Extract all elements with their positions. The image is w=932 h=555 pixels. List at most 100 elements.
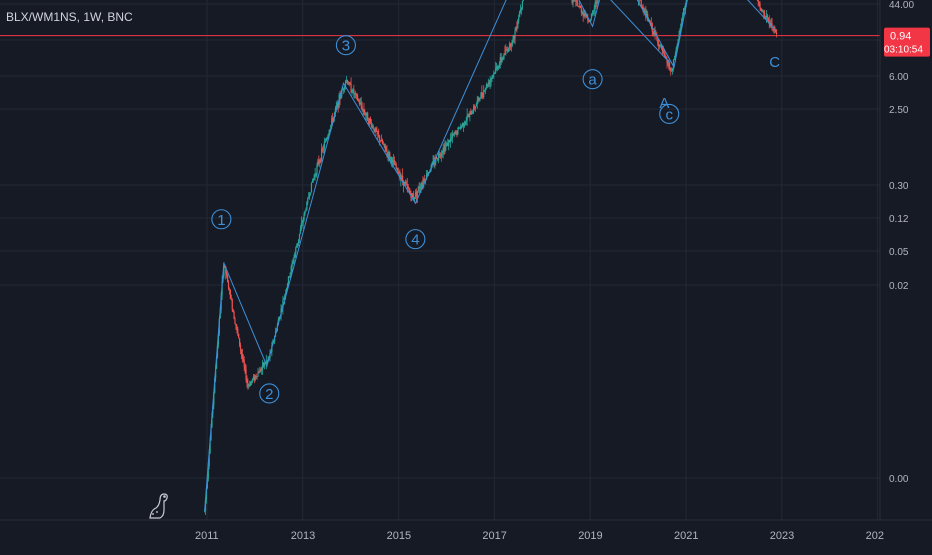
candle-body [370, 119, 371, 123]
candle-body [520, 9, 521, 11]
current-price-label: 0.94 [890, 31, 911, 43]
candle-body [591, 14, 592, 19]
candle-body [596, 3, 597, 4]
candle-body [444, 146, 445, 152]
candle-body [347, 80, 348, 84]
candle-body [592, 12, 593, 14]
candle-body [764, 13, 765, 16]
candle-body [468, 115, 469, 117]
candle-body [351, 92, 352, 93]
candle-body [441, 154, 442, 157]
candle-body [405, 182, 406, 184]
candle-body [288, 277, 289, 285]
candle-body [414, 197, 415, 199]
candle-body [251, 381, 252, 382]
candle-body [386, 151, 387, 152]
candle-body [498, 67, 499, 68]
wave-label-2: 2 [265, 386, 273, 403]
candle-body [523, 0, 524, 1]
candle-body [239, 338, 240, 345]
candle-body [511, 45, 512, 47]
candle-body [417, 191, 418, 196]
gridlines [0, 0, 880, 520]
candle-body [292, 263, 293, 267]
time-tick-label: 2021 [674, 530, 698, 542]
price-tick-label: 0.02 [889, 281, 909, 292]
candle-body [402, 176, 403, 181]
candle-body [465, 122, 466, 126]
candle-body [236, 326, 237, 329]
candle-body [477, 100, 478, 104]
candle-body [580, 6, 581, 8]
candle-body [312, 181, 313, 183]
candle-body [350, 83, 351, 84]
candle-body [396, 164, 397, 168]
dinosaur-spots [152, 512, 158, 514]
time-scale [0, 520, 880, 550]
candle-body [464, 125, 465, 126]
candle-body [669, 68, 670, 70]
candle-body [412, 193, 413, 197]
candle-body [512, 40, 513, 46]
candle-body [229, 289, 230, 290]
candle-body [407, 184, 408, 186]
candle-body [508, 48, 509, 51]
candle-body [684, 8, 685, 9]
candle-body [355, 93, 356, 94]
candle-body [682, 15, 683, 19]
candle-body [297, 243, 298, 246]
candle-body [672, 68, 673, 71]
candle-body [326, 140, 327, 141]
candle-body [315, 174, 316, 175]
candle-body [490, 79, 491, 80]
candle-body [314, 175, 315, 178]
candle-body [234, 319, 235, 324]
candle-body [296, 246, 297, 248]
candle-body [492, 75, 493, 77]
candle-body [597, 0, 598, 3]
price-tick-label: 0.12 [889, 214, 909, 225]
candle-body [306, 202, 307, 210]
candle-body [484, 91, 485, 92]
candle-body [245, 367, 246, 370]
candle-body [261, 368, 262, 371]
candle-body [309, 194, 310, 197]
candle-body [514, 31, 515, 39]
candle-body [295, 248, 296, 253]
candle-body [283, 299, 284, 300]
candle-body [519, 11, 520, 17]
time-tick-label: 2017 [482, 530, 506, 542]
candle-body [244, 360, 245, 366]
candle-body [657, 39, 658, 44]
chart-title: BLX/WM1NS, 1W, BNC [6, 10, 133, 24]
elliott-wave-line [540, 0, 669, 62]
candle-body [451, 138, 452, 139]
candle-body [237, 329, 238, 334]
candle-body [303, 220, 304, 224]
candle-body [298, 239, 299, 243]
candle-body [240, 345, 241, 350]
candle-body [760, 8, 761, 11]
candle-body [301, 224, 302, 230]
price-tick-label: 0.05 [889, 247, 909, 258]
candle-body [674, 59, 675, 60]
candle-body [491, 77, 492, 79]
candle-body [294, 253, 295, 257]
wave-label-3: 3 [342, 38, 350, 55]
candles [204, 0, 777, 515]
time-tick-label: 202 [866, 530, 884, 542]
candle-body [593, 11, 594, 13]
dinosaur-eye [164, 496, 165, 497]
candle-body [316, 166, 317, 174]
candle-body [232, 300, 233, 310]
candle-body [377, 131, 378, 134]
candle-body [252, 379, 253, 381]
price-tick-label: 0.00 [889, 474, 909, 485]
candle-body [305, 210, 306, 211]
candle-body [442, 153, 443, 154]
candle-body [313, 179, 314, 181]
candle-body [363, 109, 364, 112]
dinosaur-icon [150, 494, 167, 518]
